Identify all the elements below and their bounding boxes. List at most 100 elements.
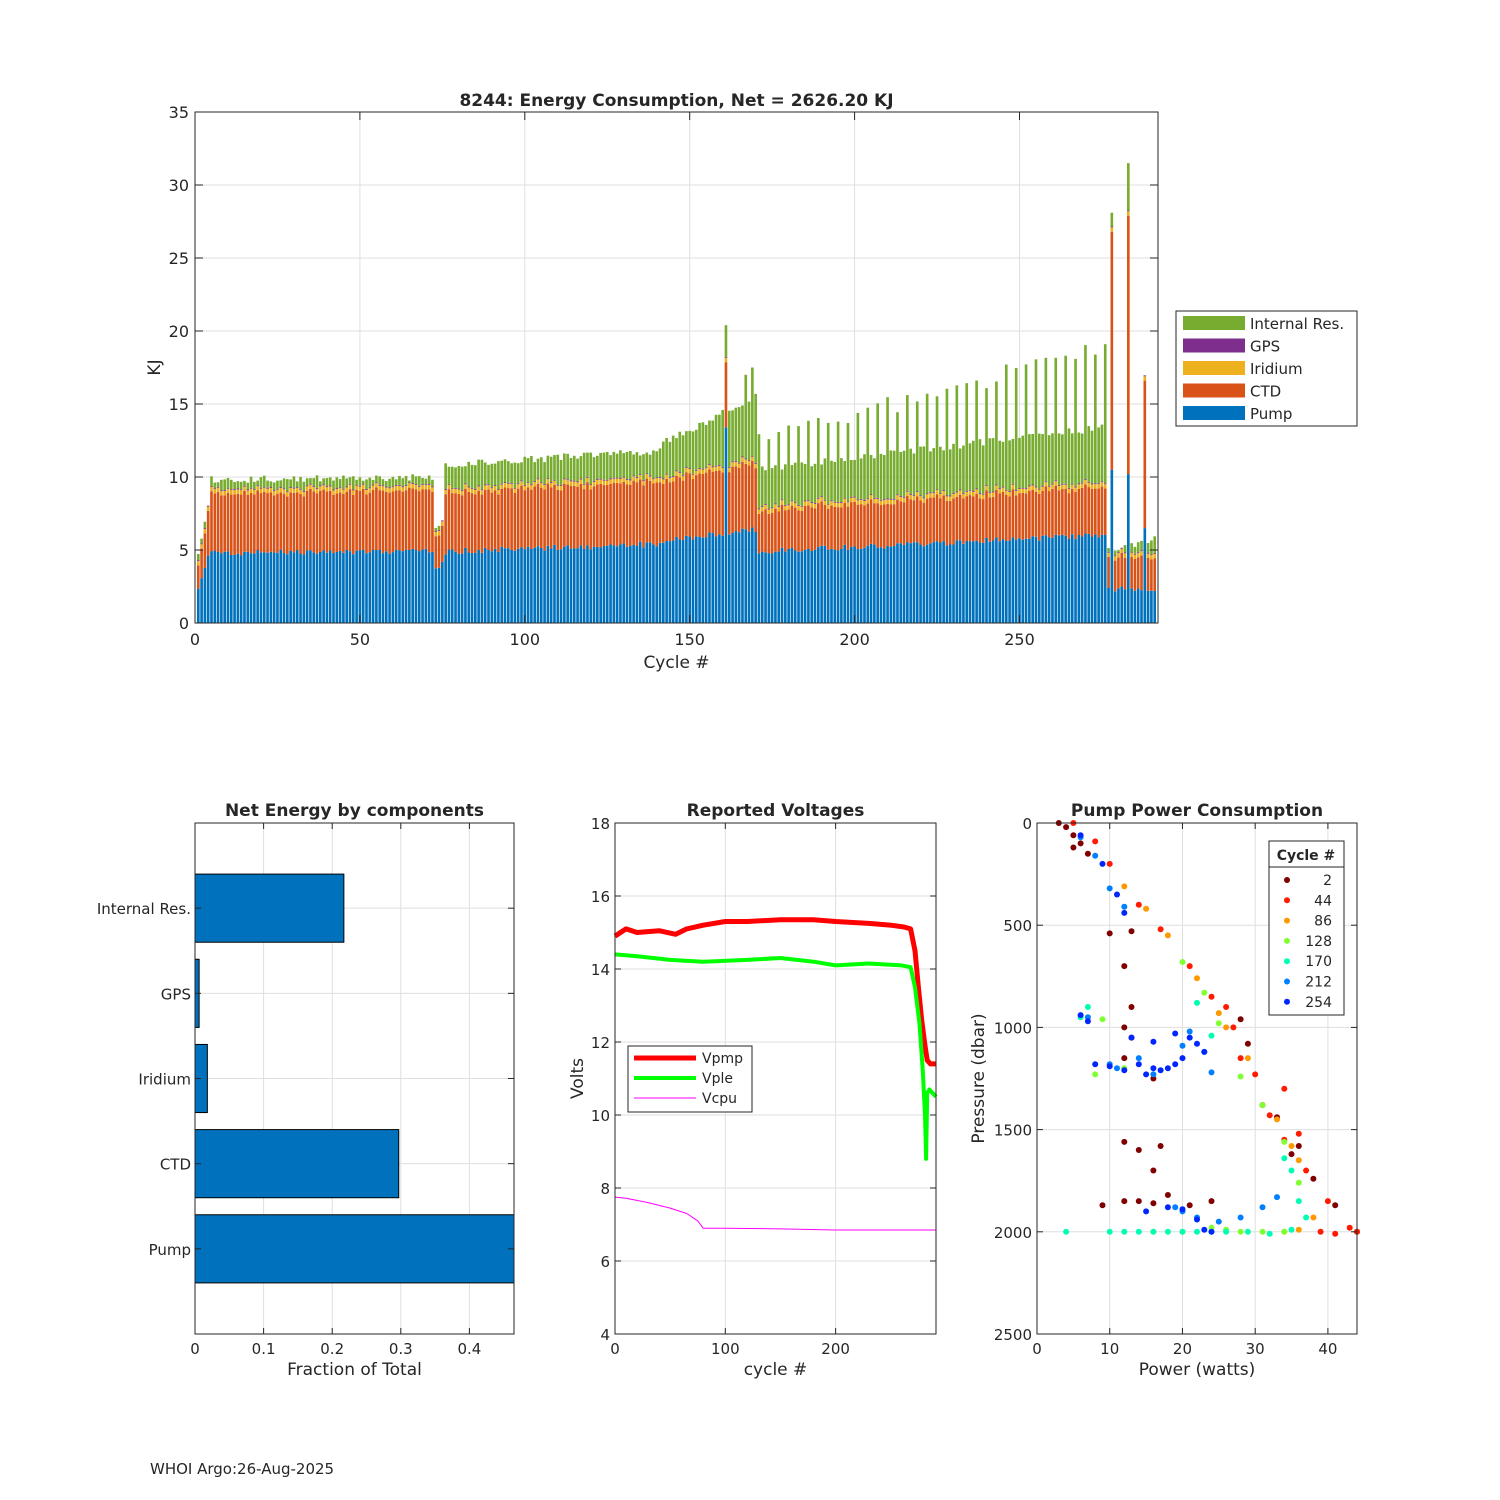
pump-power-point <box>1135 1198 1142 1205</box>
energy-bar-internal-res--169 <box>751 367 754 456</box>
energy-bar-ctd-233 <box>962 498 965 544</box>
energy-bar-gps-65 <box>408 482 411 484</box>
energy-bar-gps-58 <box>384 486 388 488</box>
energy-bar-pump-244 <box>998 541 1002 623</box>
energy-bar-iridium-180 <box>787 505 790 510</box>
energy-bar-ctd-102 <box>530 489 533 549</box>
energy-bar-ctd-219 <box>915 496 919 543</box>
energy-bar-iridium-42 <box>332 490 335 495</box>
energy-bar-internal-res--230 <box>952 443 955 494</box>
energy-bar-ctd-118 <box>582 489 586 549</box>
energy-bar-internal-res--284 <box>1130 543 1133 552</box>
energy-bar-internal-res--213 <box>896 412 899 495</box>
energy-bar-iridium-207 <box>876 498 879 504</box>
energy-bar-iridium-13 <box>236 489 240 494</box>
energy-bar-gps-124 <box>602 479 606 481</box>
pump-power-point <box>1135 1055 1142 1062</box>
energy-legend-swatch <box>1183 383 1245 398</box>
energy-bar-gps-121 <box>592 480 596 482</box>
pump-power-point <box>1324 1198 1331 1205</box>
energy-bar-internal-res--272 <box>1090 430 1094 484</box>
energy-bar-internal-res--256 <box>1037 433 1041 489</box>
energy-bar-ctd-226 <box>939 498 942 543</box>
energy-bar-pump-124 <box>602 546 606 623</box>
pump-power-legend-marker <box>1284 937 1290 944</box>
energy-bar-gps-266 <box>1070 483 1074 485</box>
energy-ytick-label: 35 <box>169 103 189 122</box>
energy-bar-iridium-236 <box>971 491 975 497</box>
energy-bar-pump-109 <box>553 544 556 623</box>
energy-bar-gps-260 <box>1051 483 1054 485</box>
energy-legend-label: Iridium <box>1250 360 1303 378</box>
energy-bar-pump-198 <box>846 549 850 623</box>
energy-bar-ctd-16 <box>246 494 250 552</box>
energy-bar-gps-59 <box>388 487 391 489</box>
energy-bar-pump-32 <box>299 553 302 623</box>
energy-bar-ctd-43 <box>335 493 339 552</box>
energy-bar-internal-res--123 <box>599 452 602 479</box>
energy-bar-ctd-132 <box>629 484 632 547</box>
energy-bar-gps-54 <box>371 484 375 486</box>
energy-bar-pump-254 <box>1031 536 1034 623</box>
energy-bar-gps-94 <box>503 482 507 483</box>
energy-bar-internal-res--97 <box>513 462 517 488</box>
energy-bar-iridium-58 <box>384 487 388 492</box>
pump-power-legend-label: 212 <box>1305 975 1332 991</box>
energy-bar-internal-res--90 <box>490 463 494 488</box>
energy-bar-iridium-72 <box>431 487 434 492</box>
energy-ytick-label: 30 <box>169 176 189 195</box>
energy-bar-ctd-108 <box>549 487 553 549</box>
energy-bar-pump-51 <box>361 549 365 623</box>
pump-power-point <box>1252 1071 1259 1078</box>
energy-bar-ctd-150 <box>688 473 692 537</box>
energy-bar-internal-res--87 <box>480 459 484 490</box>
pump-power-point <box>1121 1055 1128 1062</box>
energy-bar-ctd-235 <box>968 495 972 542</box>
energy-bar-ctd-182 <box>793 507 797 551</box>
energy-bar-gps-203 <box>863 500 866 501</box>
energy-bar-iridium-242 <box>991 492 995 497</box>
energy-bar-pump-153 <box>698 536 701 623</box>
energy-bar-gps-283 <box>1126 210 1130 212</box>
energy-bar-pump-155 <box>704 537 708 623</box>
energy-bar-gps-248 <box>1011 483 1015 485</box>
energy-bar-iridium-18 <box>253 490 256 495</box>
energy-bar-pump-251 <box>1021 539 1025 623</box>
energy-bar-pump-17 <box>249 553 253 623</box>
energy-bar-gps-86 <box>477 485 480 487</box>
energy-bar-internal-res--167 <box>744 374 748 459</box>
energy-bar-pump-90 <box>490 551 494 623</box>
energy-bar-ctd-281 <box>1120 552 1124 587</box>
energy-bar-ctd-232 <box>958 494 962 541</box>
energy-bar-ctd-28 <box>286 496 289 555</box>
energy-bar-internal-res--140 <box>655 451 659 478</box>
energy-bar-pump-23 <box>269 551 273 623</box>
energy-bar-gps-175 <box>770 507 774 509</box>
energy-bar-internal-res--152 <box>694 429 698 470</box>
energy-bar-pump-38 <box>319 551 322 623</box>
energy-bar-internal-res--7 <box>216 482 220 487</box>
energy-bar-gps-197 <box>843 497 847 499</box>
energy-bar-internal-res--57 <box>381 479 385 486</box>
energy-bar-internal-res--142 <box>661 441 665 479</box>
energy-bar-pump-126 <box>609 544 612 623</box>
energy-bar-ctd-188 <box>813 508 817 550</box>
pump-power-legend-box <box>1268 840 1345 1016</box>
pump-power-point <box>1201 1226 1208 1233</box>
energy-bar-gps-49 <box>355 484 358 486</box>
energy-bar-iridium-83 <box>467 487 471 492</box>
energy-bar-gps-278 <box>1110 226 1114 228</box>
energy-bar-ctd-128 <box>615 482 619 547</box>
energy-bar-iridium-198 <box>846 502 850 507</box>
energy-bar-gps-41 <box>328 485 332 487</box>
energy-bar-ctd-290 <box>1150 559 1153 591</box>
energy-bar-pump-145 <box>671 540 675 623</box>
energy-bar-iridium-217 <box>909 494 912 500</box>
energy-bar-ctd-99 <box>520 485 523 548</box>
energy-bar-internal-res--182 <box>793 462 797 503</box>
pump-power-point <box>1084 1004 1091 1010</box>
energy-bar-ctd-48 <box>351 494 355 555</box>
energy-bar-ctd-169 <box>751 461 754 528</box>
